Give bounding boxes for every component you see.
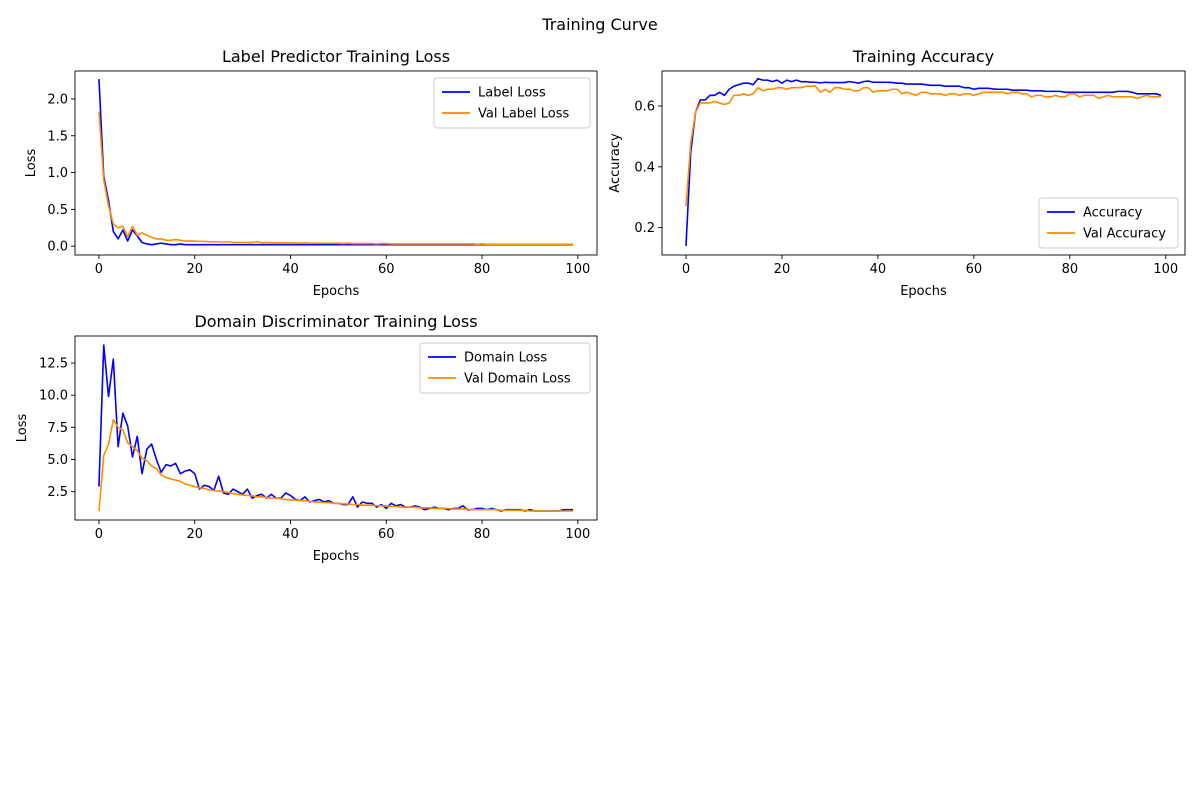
x-tick-label: 60 — [966, 262, 983, 277]
x-tick-label: 20 — [774, 262, 791, 277]
legend-box — [419, 342, 591, 394]
x-axis-label: Epochs — [313, 284, 360, 299]
series-line-val — [685, 85, 1162, 207]
x-tick-label: 60 — [378, 262, 395, 277]
legend: Label Loss Val Label Loss — [433, 77, 591, 129]
x-tick-label: 0 — [95, 262, 103, 277]
legend-label: Val Label Loss — [478, 107, 570, 122]
legend-label: Domain Loss — [464, 351, 547, 366]
chart-title: Domain Discriminator Training Loss — [194, 312, 477, 331]
x-axis-label: Epochs — [313, 549, 360, 564]
x-tick-label: 20 — [186, 262, 203, 277]
y-tick-label: 0.4 — [634, 160, 655, 175]
legend-box — [1038, 197, 1179, 249]
legend: Accuracy Val Accuracy — [1038, 197, 1179, 249]
x-tick-label: 0 — [682, 262, 690, 277]
y-tick-label: 7.5 — [47, 421, 68, 436]
axes-frame — [661, 70, 1186, 256]
x-tick-label: 80 — [1062, 262, 1079, 277]
y-tick-label: 0.5 — [47, 203, 68, 218]
legend-box — [433, 77, 591, 129]
x-tick-label: 0 — [95, 527, 103, 542]
legend: Domain Loss Val Domain Loss — [419, 342, 591, 394]
y-tick-label: 2.5 — [47, 485, 68, 500]
y-tick-label: 0.6 — [634, 99, 655, 114]
label-loss-chart: Label Predictor Training Loss 0 20 40 60 80 10… — [24, 47, 598, 299]
x-tick-label: 40 — [870, 262, 887, 277]
series-line-val — [98, 111, 574, 246]
legend-label: Label Loss — [478, 86, 546, 101]
y-tick-label: 0.2 — [634, 221, 655, 236]
figure-suptitle: Training Curve — [541, 15, 657, 34]
y-axis-label: Loss — [24, 149, 39, 178]
legend-label: Val Domain Loss — [464, 372, 571, 387]
axes-frame — [74, 70, 598, 256]
x-axis-label: Epochs — [900, 284, 947, 299]
y-tick-label: 1.5 — [47, 129, 68, 144]
y-axis-label: Loss — [15, 414, 30, 443]
chart-title: Label Predictor Training Loss — [222, 47, 450, 66]
chart-title: Training Accuracy — [852, 47, 994, 66]
x-tick-label: 20 — [186, 527, 203, 542]
x-tick-label: 100 — [565, 527, 590, 542]
y-tick-label: 2.0 — [47, 92, 68, 107]
y-tick-label: 1.0 — [47, 166, 68, 181]
x-tick-label: 100 — [565, 262, 590, 277]
x-tick-label: 60 — [378, 527, 395, 542]
x-tick-label: 100 — [1153, 262, 1178, 277]
y-tick-label: 0.0 — [47, 240, 68, 255]
x-tick-label: 40 — [282, 262, 299, 277]
axes-frame — [74, 335, 598, 521]
series-line-val — [98, 418, 574, 512]
y-tick-label: 5.0 — [47, 453, 68, 468]
legend-label: Val Accuracy — [1083, 227, 1166, 242]
x-tick-label: 40 — [282, 527, 299, 542]
y-tick-label: 10.0 — [39, 389, 68, 404]
legend-label: Accuracy — [1083, 206, 1143, 221]
x-tick-label: 80 — [474, 262, 491, 277]
domain-loss-chart: Domain Discriminator Training Loss 0 20 40 6… — [15, 312, 598, 564]
y-axis-label: Accuracy — [608, 133, 623, 193]
y-tick-label: 12.5 — [39, 357, 68, 372]
series-line-train — [685, 77, 1162, 246]
accuracy-chart: Training Accuracy 0 20 40 60 80 100 0.2 0.4 0.6 Ep… — [608, 47, 1186, 299]
x-tick-label: 80 — [474, 527, 491, 542]
